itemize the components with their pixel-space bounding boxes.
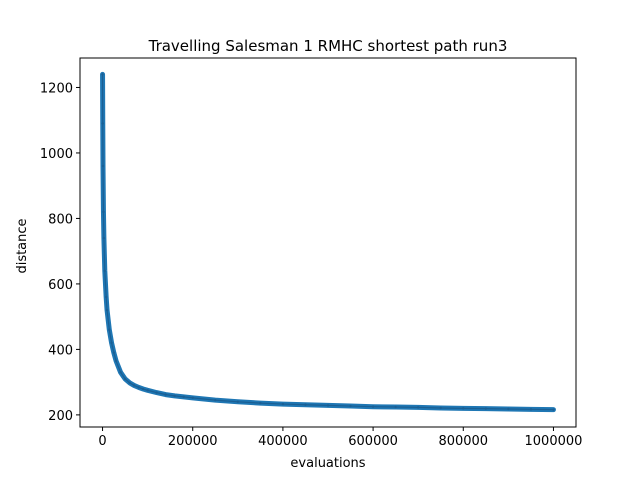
- data-point: [281, 402, 285, 406]
- data-point: [259, 401, 262, 405]
- data-point: [103, 269, 107, 273]
- data-point: [439, 406, 442, 410]
- data-point: [529, 408, 533, 411]
- data-point: [128, 381, 131, 384]
- data-point: [146, 389, 149, 392]
- y-tick-label: 1200: [40, 81, 73, 96]
- data-point: [101, 73, 104, 76]
- data-point: [104, 295, 108, 299]
- x-tick-label: 1000000: [525, 434, 583, 449]
- data-point: [304, 403, 307, 406]
- data-point: [119, 371, 122, 374]
- y-tick-label: 200: [48, 409, 73, 424]
- data-point: [101, 164, 105, 168]
- data-point: [173, 394, 176, 398]
- x-tick-label: 600000: [348, 434, 398, 449]
- data-point: [108, 328, 111, 331]
- data-point: [326, 404, 330, 407]
- data-point: [507, 407, 510, 411]
- data-point: [155, 391, 158, 394]
- x-axis-label: evaluations: [290, 456, 365, 471]
- data-point: [123, 377, 127, 381]
- y-tick-label: 600: [48, 278, 73, 293]
- data-point: [137, 386, 140, 389]
- data-point: [114, 359, 118, 363]
- data-point: [141, 387, 145, 391]
- data-point: [132, 384, 136, 387]
- y-tick-label: 400: [48, 343, 73, 358]
- data-point: [191, 396, 194, 400]
- data-point: [552, 408, 555, 411]
- y-tick-label: 1000: [40, 147, 73, 162]
- data-point: [112, 351, 116, 354]
- x-axis: 0 200000 400000 600000 800000 1000000: [98, 427, 582, 449]
- data-point: [102, 236, 106, 240]
- plot-area: [79, 57, 577, 428]
- data-point: [110, 341, 113, 345]
- data-point: [101, 122, 104, 125]
- x-tick-label: 200000: [168, 434, 218, 449]
- data-point: [102, 210, 105, 214]
- y-axis-label: distance: [15, 218, 30, 273]
- data-point: [214, 398, 217, 402]
- series-layer: [100, 71, 556, 413]
- data-point: [394, 405, 397, 409]
- x-tick-label: 400000: [258, 434, 308, 449]
- chart-title: Travelling Salesman 1 RMHC shortest path…: [148, 37, 508, 55]
- axes-frame: [79, 57, 577, 428]
- y-axis: 200 400 600 800 1000 1200: [40, 81, 80, 424]
- data-point: [164, 393, 167, 396]
- data-point: [462, 407, 465, 410]
- data-point: [105, 308, 109, 312]
- x-tick-label: 0: [98, 434, 106, 449]
- data-point: [484, 407, 488, 410]
- y-tick-label: 800: [48, 212, 73, 227]
- data-point: [371, 405, 375, 408]
- data-point: [182, 395, 185, 399]
- series-line-core: [101, 74, 554, 411]
- data-point: [416, 406, 420, 409]
- x-tick-label: 800000: [438, 434, 488, 449]
- data-point: [349, 404, 352, 408]
- data-point: [236, 400, 240, 403]
